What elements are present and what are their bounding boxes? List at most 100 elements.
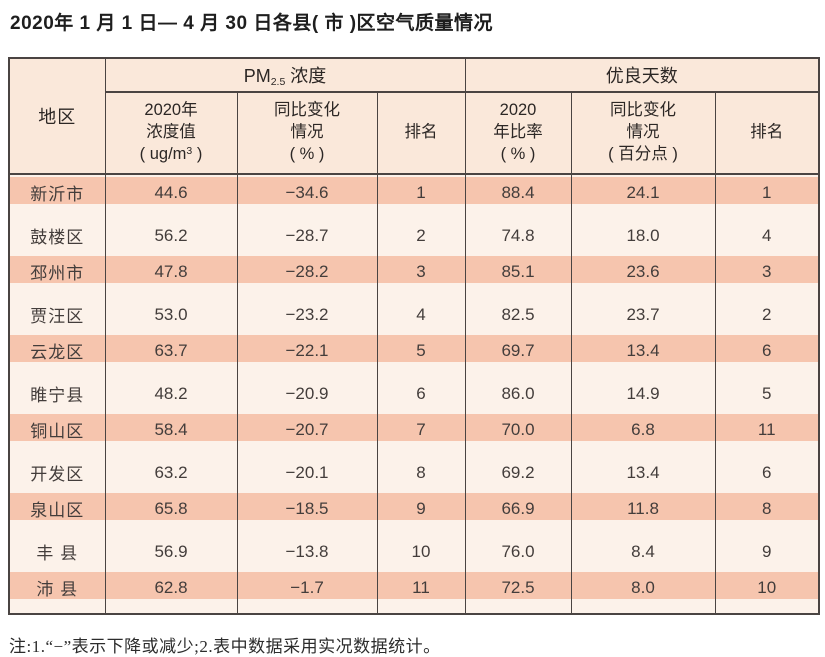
- good-rank-cell: 11: [714, 411, 820, 455]
- region-cell: 沛 县: [8, 569, 106, 614]
- pm25-value-cell: 47.8: [104, 253, 238, 297]
- table-row: 开发区 63.2 −20.1 8 69.2 13.4 6: [8, 454, 820, 491]
- header-pm25-group: PM2.5 浓度: [104, 57, 466, 93]
- table-row: 邳州市 47.8 −28.2 3 85.1 23.6 3: [8, 253, 820, 297]
- pm25-rank-cell: 2: [376, 217, 466, 254]
- page-title: 2020年 1 月 1 日— 4 月 30 日各县( 市 )区空气质量情况: [10, 13, 494, 34]
- pm25-change-cell: −1.7: [236, 569, 378, 614]
- pm25-rank-cell: 6: [376, 375, 466, 412]
- pm25-change-cell: −34.6: [236, 173, 378, 218]
- sub-header-row: 2020年 浓度值 ( ug/m3 ) 同比变化 情况 ( % ) 排名 202…: [9, 91, 820, 175]
- region-cell: 泉山区: [8, 490, 106, 534]
- good-ratio-cell: 74.8: [464, 217, 572, 254]
- pm25-change-cell: −18.5: [236, 490, 378, 534]
- good-rank-cell: 9: [714, 533, 820, 570]
- pm25-rank-cell: 10: [376, 533, 466, 570]
- good-rank-cell: 10: [714, 569, 820, 614]
- header-pm25-change: 同比变化 情况 ( % ): [236, 91, 378, 175]
- pm25-change-cell: −22.1: [236, 332, 378, 376]
- good-change-cell: 24.1: [570, 173, 716, 218]
- region-cell: 云龙区: [8, 332, 106, 376]
- good-ratio-cell: 66.9: [464, 490, 572, 534]
- header-region: 地区: [8, 57, 106, 175]
- pm25-value-cell: 56.9: [104, 533, 238, 570]
- cubic-superscript: 3: [186, 144, 193, 157]
- header-good-rank: 排名: [714, 91, 820, 175]
- good-change-cell: 8.4: [570, 533, 716, 570]
- good-ratio-cell: 88.4: [464, 173, 572, 218]
- pm25-rank-cell: 4: [376, 296, 466, 333]
- pm25-value-cell: 53.0: [104, 296, 238, 333]
- pm25-label-prefix: PM: [243, 65, 271, 86]
- good-rank-cell: 8: [714, 490, 820, 534]
- pm25-change-cell: −20.7: [236, 411, 378, 455]
- pm25-value-cell: 62.8: [104, 569, 238, 614]
- pm25-rank-cell: 8: [376, 454, 466, 491]
- good-change-cell: 23.6: [570, 253, 716, 297]
- page: 2020年 1 月 1 日— 4 月 30 日各县( 市 )区空气质量情况 地区…: [8, 13, 820, 656]
- good-change-cell: 23.7: [570, 296, 716, 333]
- header-line: 2020年: [144, 101, 198, 120]
- group-header-row: 地区 PM2.5 浓度 优良天数: [8, 57, 820, 175]
- table-row: 丰 县 56.9 −13.8 10 76.0 8.4 9: [8, 533, 820, 570]
- header-good-change: 同比变化 情况 ( 百分点 ): [570, 91, 716, 175]
- header-line: 同比变化: [610, 101, 676, 120]
- region-cell: 铜山区: [8, 411, 106, 455]
- header-good-ratio: 2020 年比率 ( % ): [464, 91, 572, 175]
- header-line: 情况: [626, 122, 660, 141]
- pm25-change-cell: −28.7: [236, 217, 378, 254]
- good-change-cell: 11.8: [570, 490, 716, 534]
- header-line: 同比变化: [274, 101, 340, 120]
- table-row: 泉山区 65.8 −18.5 9 66.9 11.8 8: [8, 490, 820, 534]
- footnote: 注:1.“−”表示下降或减少;2.表中数据采用实况数据统计。: [9, 636, 441, 656]
- good-change-cell: 13.4: [570, 332, 716, 376]
- pm25-rank-cell: 1: [376, 173, 466, 218]
- pm25-value-cell: 63.7: [104, 332, 238, 376]
- good-change-cell: 18.0: [570, 217, 716, 254]
- pm25-value-cell: 48.2: [104, 375, 238, 412]
- header-line: ( ug/m3 ): [139, 144, 203, 163]
- pm25-value-cell: 56.2: [104, 217, 238, 254]
- region-cell: 邳州市: [8, 253, 106, 297]
- good-ratio-cell: 85.1: [464, 253, 572, 297]
- good-ratio-cell: 70.0: [464, 411, 572, 455]
- header-pm25-concentration: 2020年 浓度值 ( ug/m3 ): [104, 91, 238, 175]
- pm25-value-cell: 44.6: [104, 173, 238, 218]
- pm25-rank-cell: 5: [376, 332, 466, 376]
- pm25-label-subscript: 2.5: [270, 75, 286, 88]
- good-ratio-cell: 69.7: [464, 332, 572, 376]
- good-rank-cell: 6: [714, 454, 820, 491]
- table-row: 睢宁县 48.2 −20.9 6 86.0 14.9 5: [8, 375, 820, 412]
- header-line: ( % ): [500, 144, 536, 163]
- good-rank-cell: 3: [714, 253, 820, 297]
- good-change-cell: 13.4: [570, 454, 716, 491]
- table-row: 鼓楼区 56.2 −28.7 2 74.8 18.0 4: [8, 217, 820, 254]
- good-change-cell: 6.8: [570, 411, 716, 455]
- region-cell: 丰 县: [8, 533, 106, 570]
- pm25-value-cell: 63.2: [104, 454, 238, 491]
- good-rank-cell: 1: [714, 173, 820, 218]
- table-row: 新沂市 44.6 −34.6 1 88.4 24.1 1: [8, 173, 820, 218]
- pm25-change-cell: −20.1: [236, 454, 378, 491]
- pm25-change-cell: −28.2: [236, 253, 378, 297]
- header-line: 情况: [290, 122, 324, 141]
- region-cell: 睢宁县: [8, 375, 106, 412]
- good-change-cell: 8.0: [570, 569, 716, 614]
- header-good-days-group: 优良天数: [464, 57, 820, 93]
- pm25-change-cell: −20.9: [236, 375, 378, 412]
- pm25-rank-cell: 7: [376, 411, 466, 455]
- header-pm25-rank: 排名: [376, 91, 466, 175]
- good-rank-cell: 2: [714, 296, 820, 333]
- table-row: 云龙区 63.7 −22.1 5 69.7 13.4 6: [8, 332, 820, 376]
- pm25-value-cell: 65.8: [104, 490, 238, 534]
- pm25-change-cell: −23.2: [236, 296, 378, 333]
- table-row: 贾汪区 53.0 −23.2 4 82.5 23.7 2: [8, 296, 820, 333]
- good-rank-cell: 4: [714, 217, 820, 254]
- region-cell: 鼓楼区: [8, 217, 106, 254]
- header-line: 年比率: [493, 122, 543, 141]
- good-rank-cell: 5: [714, 375, 820, 412]
- table-body: 新沂市 44.6 −34.6 1 88.4 24.1 1 鼓楼区 56.2 −2…: [8, 173, 820, 614]
- air-quality-table: 地区 PM2.5 浓度 优良天数 2020年 浓度值 ( ug/m3 ) 同比变…: [8, 56, 820, 615]
- region-cell: 新沂市: [8, 173, 106, 218]
- pm25-change-cell: −13.8: [236, 533, 378, 570]
